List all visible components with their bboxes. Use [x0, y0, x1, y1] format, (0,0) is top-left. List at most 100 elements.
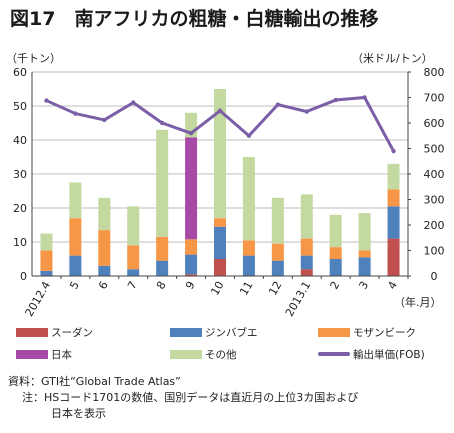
bar-layer — [40, 89, 400, 276]
y-left-tick-label: 30 — [13, 168, 27, 181]
legend-swatch-zimbabwe — [170, 327, 202, 337]
price-point — [275, 102, 281, 107]
legend-item-zimbabwe: ジンバブエ — [170, 324, 258, 340]
legend-item-mozambique: モザンビーク — [318, 324, 416, 340]
legend-label-others: その他 — [205, 348, 237, 361]
bar-segment — [156, 260, 169, 276]
bar-segment — [300, 238, 313, 256]
bar-segment — [387, 163, 400, 190]
price-point — [246, 133, 252, 138]
y-right-tick-label: 800 — [424, 66, 445, 79]
y-right-tick-label: 400 — [424, 168, 445, 181]
price-point — [73, 111, 78, 116]
bar-segment — [358, 250, 371, 258]
figure-notes: 資料： GTI社“Global Trade Atlas” 注： HSコード170… — [8, 374, 448, 422]
source-text: GTI社“Global Trade Atlas” — [41, 375, 181, 388]
x-tick-label: 2012.4 — [23, 279, 54, 319]
bar-segment — [214, 89, 226, 219]
bar-segment — [387, 238, 400, 276]
y-left-tick-label: 0 — [20, 270, 27, 283]
legend-swatch-fob-price — [318, 352, 350, 356]
bar-segment — [300, 255, 313, 270]
y-left-tick-label: 40 — [13, 134, 27, 147]
bar-segment — [242, 240, 255, 256]
price-point — [391, 148, 396, 154]
legend-item-japan: 日本 — [16, 346, 72, 362]
y-right-axis-label: （米ドル/トン） — [352, 52, 433, 65]
bar-segment — [98, 197, 111, 231]
x-tick-label: 11 — [237, 279, 255, 298]
bar-segment — [214, 218, 226, 227]
legend-swatch-mozambique — [318, 327, 350, 337]
price-point — [362, 95, 367, 100]
price-point — [217, 108, 223, 113]
legend-label-fob-price: 輸出単価(FOB) — [353, 348, 425, 361]
legend-item-others: その他 — [170, 346, 237, 362]
bar-segment — [156, 236, 169, 261]
bar-segment — [156, 129, 169, 237]
note-label: 注： — [22, 391, 44, 404]
bar-segment — [69, 255, 82, 276]
y-right-tick-label: 300 — [424, 194, 445, 207]
chart-legend: スーダン ジンバブエ モザンビーク 日本 その他 輸出単価(FOB) — [14, 324, 450, 368]
y-left-tick-label: 20 — [13, 202, 27, 215]
y-left-tick-label: 10 — [13, 236, 27, 249]
bar-segment — [214, 259, 226, 276]
x-tick-label: 10 — [208, 279, 226, 298]
x-tick-label: 7 — [125, 279, 140, 292]
bar-segment — [69, 182, 82, 219]
bar-segment — [242, 157, 255, 241]
x-tick-label: 4 — [385, 279, 400, 292]
bar-segment — [185, 254, 198, 275]
legend-item-fob-price: 輸出単価(FOB) — [318, 346, 425, 362]
y-right-tick-label: 500 — [424, 143, 445, 156]
note-text-line1: HSコード1701の数値、国別データは直近月の上位3カ国および — [44, 391, 359, 404]
y-right-tick-label: 0 — [431, 270, 438, 283]
legend-swatch-others — [170, 349, 202, 359]
price-point — [188, 131, 194, 136]
bar-segment — [98, 265, 111, 276]
bar-segment — [358, 257, 371, 276]
x-tick-label: 6 — [96, 279, 111, 292]
y-right-tick-label: 200 — [424, 219, 445, 232]
bar-segment — [214, 226, 226, 259]
y-right-tick-label: 700 — [424, 92, 445, 105]
x-axis-unit-label: （年.月） — [394, 295, 442, 309]
bar-segment — [40, 250, 53, 271]
legend-label-sudan: スーダン — [51, 326, 93, 339]
x-tick-label: 12 — [266, 279, 284, 298]
bar-segment — [242, 255, 255, 276]
legend-label-mozambique: モザンビーク — [353, 326, 416, 339]
legend-swatch-sudan — [16, 327, 48, 337]
price-point — [44, 98, 49, 103]
x-tick-label: 2013.1 — [283, 279, 314, 319]
bar-segment — [358, 213, 371, 251]
legend-label-zimbabwe: ジンバブエ — [205, 326, 258, 339]
bar-segment — [98, 230, 111, 266]
line-layer — [44, 95, 396, 154]
bar-segment — [300, 269, 313, 276]
x-tick-label: 2 — [328, 279, 343, 292]
bar-segment — [185, 137, 198, 240]
note-row: 注： HSコード1701の数値、国別データは直近月の上位3カ国および — [8, 390, 448, 406]
x-tick-label: 9 — [183, 279, 198, 292]
stacked-bar-line-chart: 0102030405060010020030040050060070080020… — [6, 52, 445, 319]
x-tick-label: 3 — [356, 279, 371, 292]
bar-segment — [127, 269, 140, 276]
bar-segment — [185, 274, 198, 276]
x-tick-label: 8 — [154, 279, 169, 292]
bar-segment — [387, 206, 400, 239]
legend-swatch-japan — [16, 349, 48, 359]
price-point — [333, 97, 338, 103]
bar-segment — [127, 245, 140, 270]
y-left-tick-label: 50 — [13, 100, 27, 113]
bar-segment — [185, 239, 198, 255]
bar-segment — [329, 259, 342, 276]
price-point — [159, 120, 165, 126]
source-label: 資料： — [8, 375, 41, 388]
y-right-tick-label: 100 — [424, 245, 445, 258]
bar-segment — [271, 197, 284, 244]
bar-segment — [271, 243, 284, 261]
y-left-axis-label: （千トン） — [6, 52, 61, 65]
note-text-line2: 日本を表示 — [51, 407, 106, 420]
